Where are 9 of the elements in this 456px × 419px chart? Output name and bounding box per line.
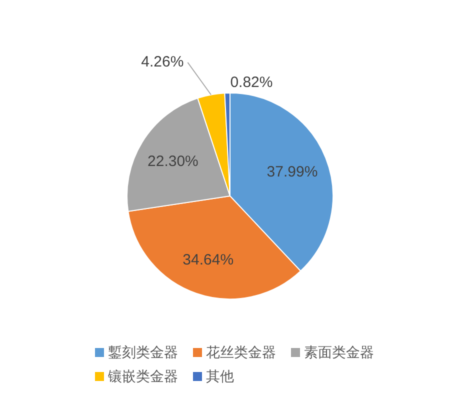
legend-label: 其他	[206, 368, 234, 384]
data-label: 34.64%	[182, 251, 234, 268]
data-label: 4.26%	[141, 53, 184, 70]
legend-label: 鏨刻类金器	[108, 344, 178, 360]
legend-label: 花丝类金器	[206, 344, 276, 360]
data-label: 22.30%	[148, 152, 198, 170]
data-label: 37.99%	[266, 163, 318, 180]
data-label: 0.82%	[230, 74, 273, 91]
legend-label: 素面类金器	[304, 344, 374, 360]
